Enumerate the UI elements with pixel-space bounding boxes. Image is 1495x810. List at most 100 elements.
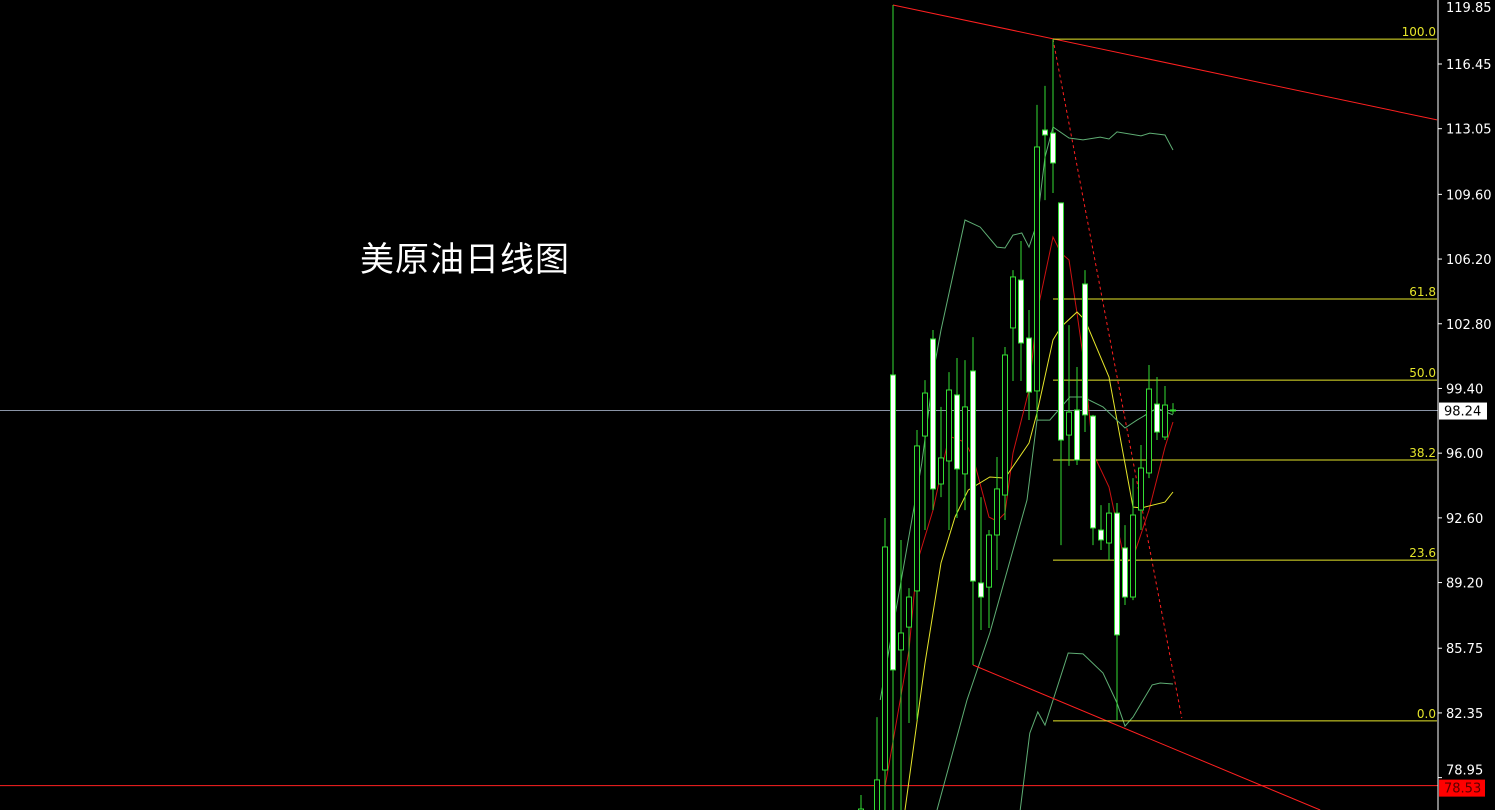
trendline-line-6 [972, 664, 1321, 810]
candle [930, 330, 936, 511]
candle-body [1090, 415, 1096, 529]
candle [874, 717, 880, 810]
candle-body [882, 546, 888, 771]
candle-body [1034, 146, 1040, 392]
price-tick-label: 106.20 [1446, 253, 1492, 268]
candle [1146, 365, 1152, 479]
candles [858, 5, 1176, 810]
candle [898, 539, 904, 810]
indicator-lines [0, 4, 1438, 810]
candle-body [946, 389, 952, 462]
candle [1042, 85, 1048, 201]
fib-level-label: 50.0 [1409, 366, 1436, 380]
candle [954, 358, 960, 519]
candle-body [1002, 354, 1008, 496]
candle-body [1098, 529, 1104, 541]
bands-line-3 [936, 396, 1174, 810]
candle-body [898, 632, 904, 651]
candle-body [1082, 283, 1088, 416]
candle [978, 497, 984, 630]
candle [970, 337, 976, 665]
fib-level-label: 23.6 [1409, 546, 1436, 560]
candle-body [938, 457, 944, 485]
candle-body [986, 534, 992, 588]
price-tick-label: 89.20 [1446, 577, 1483, 592]
candle [1114, 503, 1120, 720]
line-price-label: 78.53 [1444, 782, 1481, 797]
candle [890, 5, 896, 810]
candle-body [1162, 404, 1168, 438]
candle-body [906, 596, 912, 628]
price-tick-label: 78.95 [1446, 764, 1483, 779]
chart-title: 美原油日线图 [360, 240, 570, 280]
candle-body [1018, 279, 1024, 344]
price-tick-label: 99.40 [1446, 382, 1483, 397]
current-price-label: 98.24 [1444, 405, 1481, 420]
price-axis: 119.85 116.45 113.05 109.60 106.20 102.80 99.4… [1437, 0, 1495, 810]
bands-line-4 [1019, 652, 1174, 810]
trendline-line-5 [892, 4, 1438, 121]
candle-body [962, 406, 968, 475]
candle-body [1066, 411, 1072, 436]
candle-body [1058, 202, 1064, 441]
candle [1074, 366, 1080, 465]
candle-body [874, 779, 880, 810]
candle [1170, 403, 1176, 414]
candle [994, 456, 1000, 571]
price-tick-label: 116.45 [1446, 58, 1492, 73]
candle [1154, 377, 1160, 441]
candle-body [1170, 409, 1176, 412]
candle-body [970, 370, 976, 582]
price-tick-label: 102.80 [1446, 318, 1492, 333]
candle [1162, 385, 1168, 441]
candle [882, 518, 888, 810]
price-tick-label: 113.05 [1446, 123, 1492, 138]
candle [1098, 505, 1104, 551]
candle [1018, 240, 1024, 382]
candle [1138, 444, 1144, 531]
candle [1034, 104, 1040, 421]
candle [1122, 525, 1128, 606]
current-price-box [1439, 402, 1487, 420]
trendline-line-7 [1052, 39, 1183, 719]
candle [938, 406, 944, 498]
candle [1002, 346, 1008, 520]
candle-body [1122, 547, 1128, 598]
candle [986, 530, 992, 629]
line-price-box [1439, 779, 1485, 797]
ma-slow-line-1 [904, 311, 1174, 810]
fibonacci-retracement[interactable]: 100.0 61.8 50.0 38.2 23.6 0.0 [1053, 25, 1437, 722]
candle-body [914, 445, 920, 592]
candle [946, 372, 952, 531]
price-tick-label: 119.85 [1446, 1, 1492, 16]
candle-body [1050, 132, 1056, 164]
candle-body [1146, 388, 1152, 474]
candle [922, 380, 928, 531]
candle [1050, 39, 1056, 194]
candle-body [994, 488, 1000, 536]
candle [1066, 325, 1072, 466]
fib-level-label: 0.0 [1417, 707, 1436, 721]
candle [1130, 478, 1136, 601]
price-tick-label: 82.35 [1446, 707, 1483, 722]
candle [1090, 414, 1096, 546]
fib-level-label: 38.2 [1409, 446, 1436, 460]
candle-body [890, 374, 896, 671]
candle [1058, 202, 1064, 546]
price-tick-label: 109.60 [1446, 188, 1492, 203]
candle [1082, 270, 1088, 433]
candle [1106, 503, 1112, 561]
price-tick-label: 92.60 [1446, 512, 1483, 527]
price-tick-label: 85.75 [1446, 642, 1483, 657]
fib-level-label: 100.0 [1402, 25, 1436, 39]
candle-body [1074, 409, 1080, 461]
candle-body [1026, 337, 1032, 393]
candle-body [1138, 467, 1144, 511]
candle-body [1114, 512, 1120, 636]
fib-level-label: 61.8 [1409, 285, 1436, 299]
candle-body [978, 582, 984, 598]
candle-body [930, 338, 936, 490]
candle-body [1010, 276, 1016, 329]
candle-body [922, 392, 928, 437]
